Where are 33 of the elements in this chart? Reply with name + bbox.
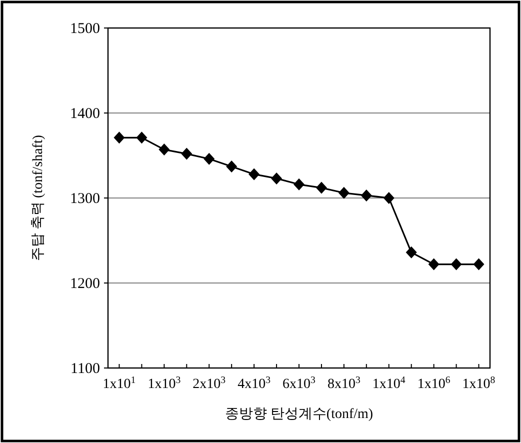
point — [428, 258, 440, 270]
point — [294, 178, 304, 190]
point — [181, 148, 192, 160]
point — [383, 192, 394, 204]
x-tick-label: 6x10$^{3}$ — [282, 374, 316, 392]
x-tick-label: 1x10$^{6}$ — [417, 374, 450, 392]
point — [360, 189, 372, 202]
y-tick-label: 1300 — [70, 191, 100, 207]
point — [248, 168, 260, 180]
point — [316, 182, 327, 194]
point — [450, 258, 462, 270]
point — [473, 258, 484, 270]
x-tick-label: 1x10$^{1}$ — [102, 374, 136, 392]
x-tick-label: 8x10$^{3}$ — [327, 374, 360, 392]
y-tick-label: 1100 — [70, 361, 100, 377]
x-tick-label: 2x10$^{3}$ — [192, 374, 226, 392]
point — [338, 186, 350, 199]
point — [136, 132, 148, 144]
x-tick-label: 1x10$^{8}$ — [462, 374, 496, 392]
point — [204, 152, 215, 165]
x-tick-label: 1x10$^{3}$ — [148, 374, 181, 392]
y-tick-label: 1400 — [70, 106, 100, 122]
point — [158, 144, 170, 156]
point — [406, 246, 417, 258]
y-tick-label: 1500 — [70, 21, 100, 37]
x-tick-label: 1x10$^{4}$ — [372, 374, 406, 392]
y-axis-title: 주탑 축력 (tonf/shaft) — [31, 134, 46, 261]
y-tick-label: 1200 — [70, 276, 100, 292]
point — [114, 132, 125, 144]
point — [226, 160, 238, 173]
x-tick-label: 4x10$^{3}$ — [238, 374, 271, 392]
point — [271, 172, 282, 184]
x-axis-title: 종방향 탄성계수(tonf/m) — [224, 407, 374, 422]
